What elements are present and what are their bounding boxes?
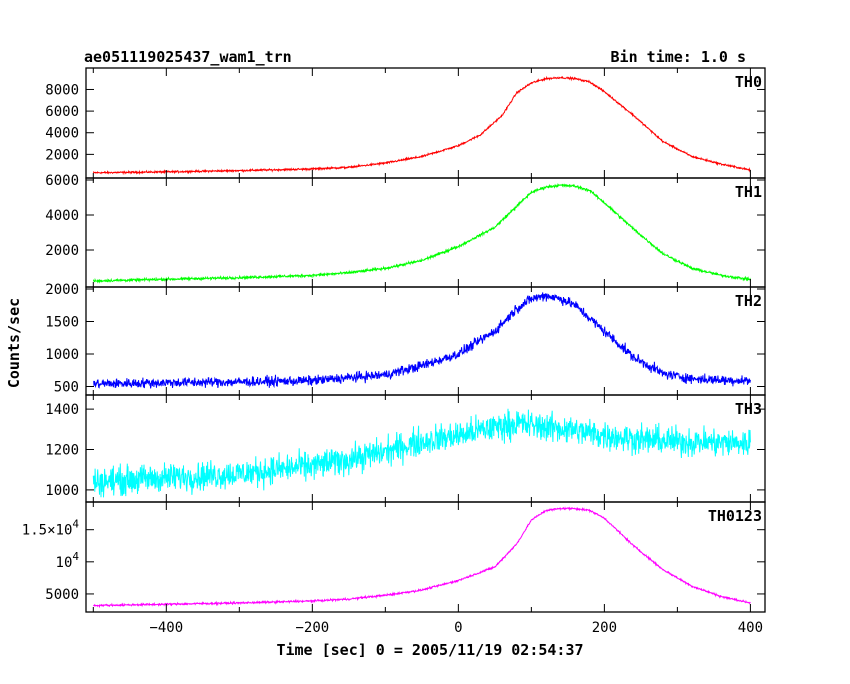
y-tick-exponent: 4 xyxy=(72,550,79,563)
y-tick-label: 1200 xyxy=(45,443,79,459)
series-th3 xyxy=(92,408,751,498)
x-tick-label: 0 xyxy=(454,620,462,636)
series-th1 xyxy=(92,182,751,284)
y-tick-exponent: 4 xyxy=(72,518,79,531)
y-tick-label: 2000 xyxy=(45,147,79,163)
chart-title: ae051119025437_wam1_trn xyxy=(84,48,292,66)
y-tick-label: 4000 xyxy=(45,208,79,224)
x-tick-label: 400 xyxy=(738,620,763,636)
series-th0 xyxy=(92,75,751,176)
y-tick-label: 2000 xyxy=(45,243,79,259)
y-tick-label: 2000 xyxy=(45,282,79,298)
series-th2 xyxy=(93,292,751,389)
bin-time-label: Bin time: 1.0 s xyxy=(611,48,746,66)
x-tick-label: 200 xyxy=(592,620,617,636)
panel-label: TH0 xyxy=(735,73,762,91)
panel-th2: 500 1000 1500 2000 TH2 xyxy=(45,282,766,396)
panel-frame xyxy=(85,286,766,396)
panel-label: TH0123 xyxy=(708,507,762,525)
panel-frame xyxy=(85,501,766,613)
x-axis-label: Time [sec] 0 = 2005/11/19 02:54:37 xyxy=(276,641,583,659)
panel-th0123: 5000 104 1.5×104 TH0123 xyxy=(22,501,766,613)
y-tick-label: 1000 xyxy=(45,347,79,363)
y-tick-label: 4000 xyxy=(45,126,79,142)
panel-frame xyxy=(85,67,766,179)
panel-label: TH3 xyxy=(735,400,762,418)
panel-th0: 2000 4000 6000 8000 TH0 xyxy=(45,67,766,179)
y-axis-label: Counts/sec xyxy=(5,298,23,388)
y-tick-label: 1500 xyxy=(45,315,79,331)
x-tick-label: −400 xyxy=(149,620,183,636)
series-th0123 xyxy=(93,506,751,609)
panel-label: TH1 xyxy=(735,183,762,201)
y-tick-label: 500 xyxy=(54,380,79,396)
panel-th1: 2000 4000 6000 TH1 xyxy=(45,173,766,288)
y-tick-label: 8000 xyxy=(45,82,79,98)
x-tick-label: −200 xyxy=(295,620,329,636)
y-tick-label: 6000 xyxy=(45,104,79,120)
panel-frame xyxy=(85,177,766,288)
panel-th3: 1000 1200 1400 TH3 xyxy=(45,394,766,503)
y-tick-label: 5000 xyxy=(45,587,79,603)
y-tick-label: 1400 xyxy=(45,402,79,418)
y-tick-label: 6000 xyxy=(45,173,79,189)
panel-label: TH2 xyxy=(735,292,762,310)
y-tick-label: 1.5×104 xyxy=(22,518,80,539)
y-tick-label: 104 xyxy=(56,550,80,571)
y-tick-label: 1000 xyxy=(45,483,79,499)
